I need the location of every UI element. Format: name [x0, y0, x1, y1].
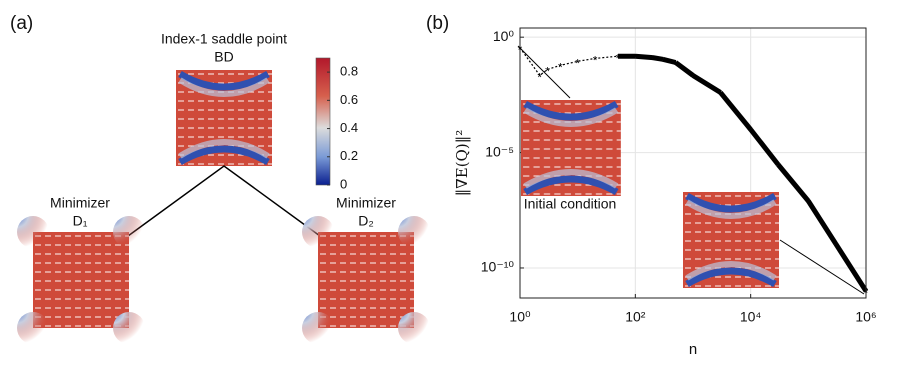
data-segment: [748, 127, 781, 167]
min1-name: D₁: [73, 213, 88, 229]
data-segment: [662, 56, 677, 65]
y-tick-label: 10⁻⁵: [485, 143, 514, 159]
x-tick-label: 10⁴: [740, 309, 762, 325]
min2-name: D₂: [358, 213, 374, 229]
saddle-image: [176, 70, 272, 166]
colorbar-tick-label: 0.8: [340, 64, 358, 79]
data-segment: [674, 60, 695, 78]
data-point: *: [593, 54, 598, 68]
colorbar-tick-label: 0.4: [340, 120, 358, 135]
panel-label: (a): [10, 13, 33, 34]
x-tick-label: 10⁶: [855, 309, 876, 325]
arrow: [517, 45, 571, 99]
y-tick-label: 10⁰: [493, 28, 515, 44]
x-tick-label: 10⁰: [509, 309, 531, 325]
colorbar-tick-label: 0.6: [340, 92, 358, 107]
inset-initial: [521, 100, 621, 196]
colorbar-tick-label: 0: [340, 176, 347, 191]
min1-title: Minimizer: [50, 195, 110, 211]
min1-image: [17, 216, 145, 344]
inset-final: [683, 192, 779, 288]
data-segment: [718, 90, 753, 132]
plot-frame: [519, 27, 867, 299]
data-segment: [776, 163, 811, 203]
data-segment: [652, 55, 664, 62]
colorbar: [315, 57, 331, 186]
data-point: *: [575, 56, 580, 70]
arrow: [779, 239, 865, 295]
saddle-title: Index-1 saddle point: [161, 31, 287, 47]
min2-image: [302, 216, 430, 344]
data-segment: [635, 53, 653, 61]
panel-label: (b): [426, 13, 449, 34]
data-point: *: [537, 71, 542, 85]
connector: [127, 165, 321, 237]
data-segment: [833, 242, 869, 293]
y-axis-label: ‖∇E(Q)‖²: [453, 130, 471, 196]
min2-title: Minimizer: [336, 195, 396, 211]
data-point: *: [558, 61, 563, 75]
data-segment: [806, 199, 838, 246]
saddle-name: BD: [214, 49, 233, 65]
data-point: *: [545, 65, 550, 79]
data-segment: [691, 73, 722, 95]
colorbar-tick-label: 0.2: [340, 148, 358, 163]
y-tick-label: 10⁻¹⁰: [481, 259, 515, 275]
annotation: Initial condition: [524, 196, 617, 212]
x-tick-label: 10²: [625, 309, 646, 325]
x-axis-label: n: [689, 341, 697, 358]
